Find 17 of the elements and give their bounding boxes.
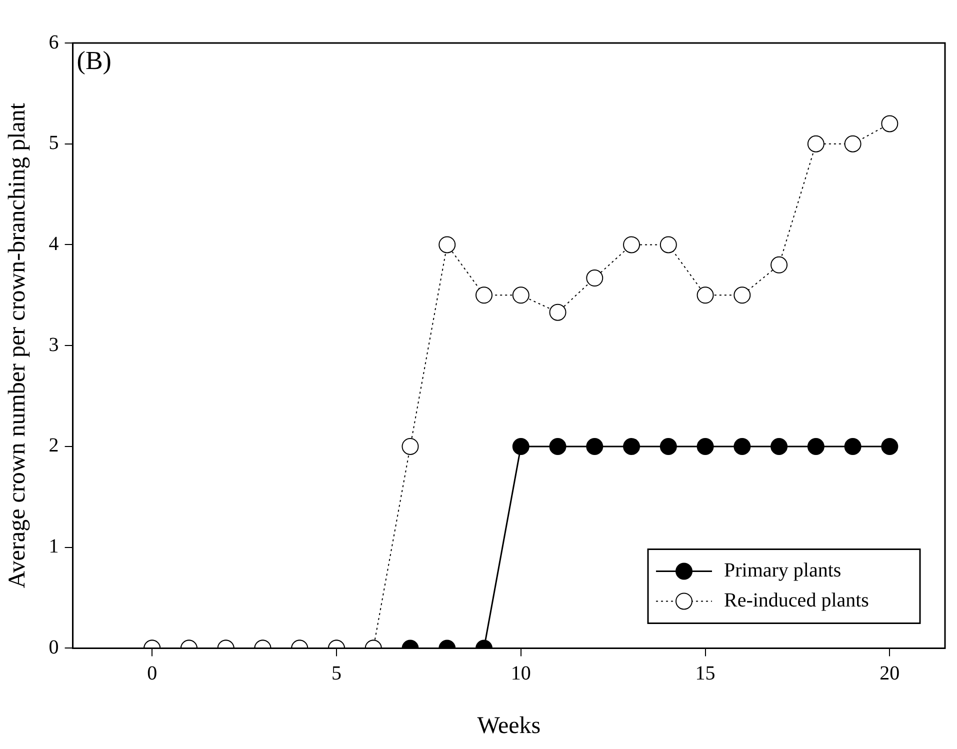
x-tick-label: 15: [695, 662, 716, 684]
y-axis-title: Average crown number per crown-branching plant: [4, 102, 31, 588]
x-tick-label: 5: [331, 662, 342, 684]
y-tick-label: 2: [48, 434, 59, 457]
y-tick-label: 0: [48, 636, 59, 658]
annotation: (B): [76, 46, 112, 75]
y-tick-label: 3: [48, 334, 59, 356]
y-tick-label: 6: [48, 31, 59, 54]
x-axis-title: Weeks: [477, 712, 541, 739]
y-tick-label: 4: [48, 232, 59, 255]
x-tick-label: 10: [510, 662, 531, 684]
x-tick-label: 0: [147, 662, 158, 684]
y-tick-label: 1: [48, 536, 59, 558]
legend-label: Primary plants: [724, 559, 842, 582]
y-tick-label: 5: [48, 132, 59, 154]
legend-label: Re-induced plants: [724, 589, 870, 612]
x-tick-label: 20: [880, 662, 900, 684]
